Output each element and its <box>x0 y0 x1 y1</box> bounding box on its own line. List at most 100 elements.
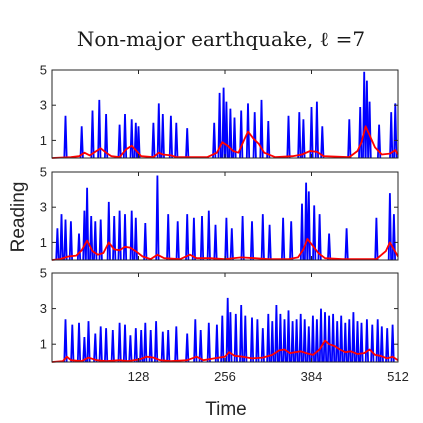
raw-spike <box>213 224 218 261</box>
y-tick-label: 1 <box>40 133 47 148</box>
y-tick-label: 5 <box>40 165 47 180</box>
raw-spike <box>278 313 283 363</box>
raw-spike <box>160 113 165 159</box>
raw-spike <box>245 103 251 159</box>
raw-spike <box>97 99 102 159</box>
raw-spike <box>128 335 133 363</box>
raw-spike <box>266 313 271 363</box>
y-tick-label: 1 <box>40 337 47 352</box>
raw-spike <box>106 201 111 261</box>
raw-spike <box>391 214 396 261</box>
raw-spike <box>344 228 349 261</box>
x-tick-label: 256 <box>214 369 236 384</box>
raw-spike <box>70 324 75 363</box>
raw-spike <box>318 308 324 363</box>
raw-spike <box>249 317 255 363</box>
raw-spike <box>206 210 211 261</box>
raw-spike <box>221 87 226 159</box>
raw-spike <box>185 214 190 261</box>
raw-spike <box>59 214 64 261</box>
raw-spike <box>282 319 287 363</box>
chart-title: Non-major earthquake, ℓ =7 <box>77 27 365 51</box>
raw-spike <box>286 310 291 363</box>
raw-spike <box>86 321 91 363</box>
raw-spike <box>228 108 233 159</box>
x-tick-label: 384 <box>301 369 323 384</box>
raw-spike <box>259 99 264 159</box>
raw-spike <box>286 115 291 159</box>
raw-spike <box>298 313 303 363</box>
raw-spike <box>55 228 60 261</box>
raw-spike <box>289 221 294 261</box>
raw-spike <box>214 324 219 363</box>
smoothed-line <box>51 125 399 159</box>
raw-spike <box>367 101 372 159</box>
raw-spike <box>260 328 265 363</box>
raw-spike <box>174 122 179 159</box>
raw-spike <box>148 329 153 363</box>
raw-spike <box>229 228 234 261</box>
raw-spike <box>166 329 171 363</box>
raw-spike <box>185 333 190 363</box>
raw-spike <box>98 326 103 363</box>
raw-spike <box>309 106 314 159</box>
raw-spike <box>267 224 272 261</box>
raw-spike <box>385 328 390 363</box>
raw-spike <box>314 319 319 363</box>
raw-spike <box>301 119 306 159</box>
raw-spike <box>98 219 103 261</box>
raw-spike <box>122 113 128 159</box>
raw-spike <box>347 119 352 159</box>
raw-spike <box>225 297 230 363</box>
raw-spike <box>133 328 138 363</box>
raw-spike <box>154 321 159 363</box>
raw-spike <box>393 103 398 159</box>
raw-spike <box>294 319 299 363</box>
raw-spike <box>322 312 328 363</box>
raw-spike <box>79 126 84 159</box>
raw-spike <box>76 322 82 363</box>
raw-spike <box>129 119 134 159</box>
raw-spike <box>358 106 363 159</box>
raw-spike <box>63 219 68 261</box>
raw-spike <box>255 319 260 363</box>
raw-spike <box>82 337 87 363</box>
raw-spike <box>151 122 156 159</box>
raw-spike <box>160 331 165 363</box>
raw-spike <box>112 215 117 261</box>
raw-spike <box>185 128 190 159</box>
raw-spike <box>239 110 244 159</box>
raw-spike <box>104 328 109 363</box>
panel-1: 1 3 5 <box>40 63 399 159</box>
raw-spike <box>104 113 109 159</box>
raw-spike <box>306 326 311 363</box>
raw-spike <box>335 321 340 363</box>
raw-spike <box>290 321 295 363</box>
raw-spike <box>93 221 98 261</box>
raw-spike <box>122 214 128 261</box>
raw-spike <box>89 215 94 261</box>
raw-spike <box>156 103 161 159</box>
raw-spike <box>274 304 279 363</box>
raw-spike <box>355 321 360 363</box>
raw-spike <box>331 313 336 363</box>
raw-spike <box>239 304 244 363</box>
raw-spike <box>175 221 180 261</box>
raw-spike <box>168 115 173 159</box>
raw-spike <box>312 205 317 261</box>
raw-spike <box>139 329 144 363</box>
raw-spike <box>359 322 364 363</box>
panel-2: 1 3 5 <box>40 165 399 261</box>
x-axis-label: Time <box>205 399 247 420</box>
raw-spike <box>317 214 322 261</box>
x-tick-label: 128 <box>128 369 150 384</box>
raw-spike <box>224 217 229 261</box>
raw-spike <box>90 110 95 159</box>
raw-spike <box>129 210 134 261</box>
raw-spike <box>351 312 356 363</box>
raw-spike <box>228 312 233 363</box>
raw-spike <box>143 322 148 363</box>
raw-spike <box>63 319 68 363</box>
raw-spike <box>374 217 379 261</box>
raw-spike <box>117 124 122 159</box>
